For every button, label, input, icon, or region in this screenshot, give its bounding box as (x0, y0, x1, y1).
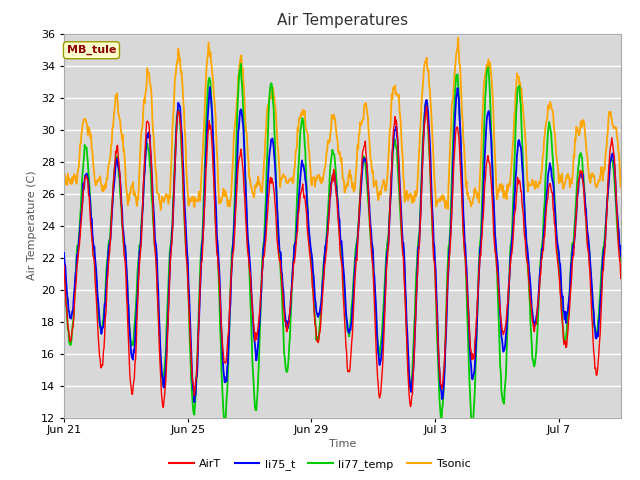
Tsonic (264, 106, 271, 112)
AirT (511, 209, 519, 215)
Tsonic (617, 184, 625, 190)
li75_t (206, 84, 214, 90)
Legend: AirT, li75_t, li77_temp, Tsonic: AirT, li75_t, li77_temp, Tsonic (165, 455, 475, 474)
li75_t (264, 177, 272, 183)
Tsonic (376, 191, 384, 196)
li75_t (80, 186, 88, 192)
Tsonic (60, 177, 68, 183)
Line: Tsonic: Tsonic (64, 38, 621, 210)
Tsonic (192, 197, 200, 203)
AirT (423, 103, 431, 109)
AirT (60, 263, 68, 268)
Y-axis label: Air Temperature (C): Air Temperature (C) (26, 171, 36, 280)
AirT (617, 276, 625, 281)
li75_t (294, 212, 301, 218)
Tsonic (80, 116, 88, 122)
AirT (80, 183, 88, 189)
li77_temp (294, 184, 301, 190)
X-axis label: Time: Time (329, 439, 356, 449)
AirT (159, 405, 167, 410)
AirT (192, 378, 200, 384)
Line: li77_temp: li77_temp (64, 64, 621, 424)
Title: Air Temperatures: Air Temperatures (277, 13, 408, 28)
Tsonic (293, 143, 301, 149)
Line: AirT: AirT (64, 106, 621, 408)
Tsonic (511, 108, 519, 114)
li75_t (60, 250, 68, 256)
li77_temp (80, 154, 88, 160)
AirT (376, 393, 384, 398)
AirT (293, 231, 301, 237)
li77_temp (264, 133, 272, 139)
li77_temp (221, 421, 229, 427)
Tsonic (157, 207, 164, 213)
Line: li75_t: li75_t (64, 87, 621, 402)
li77_temp (60, 261, 68, 266)
li77_temp (377, 343, 385, 348)
Text: MB_tule: MB_tule (67, 45, 116, 55)
li75_t (192, 392, 200, 397)
li75_t (377, 358, 385, 363)
li75_t (617, 253, 625, 259)
li77_temp (511, 146, 519, 152)
li75_t (191, 399, 198, 405)
li77_temp (237, 61, 244, 67)
AirT (264, 215, 271, 220)
li77_temp (617, 259, 625, 264)
li75_t (511, 188, 519, 194)
Tsonic (454, 35, 462, 41)
li77_temp (191, 403, 199, 408)
